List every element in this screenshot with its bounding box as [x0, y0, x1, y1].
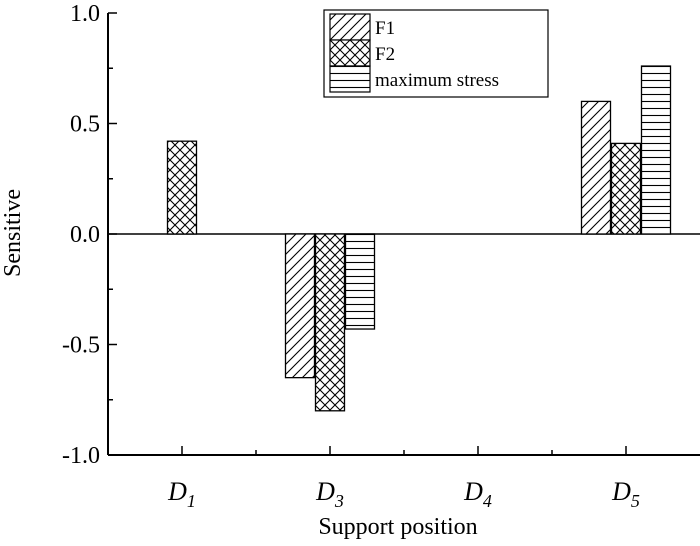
- x-axis-title: Support position: [318, 514, 477, 540]
- bar-f2: [166, 140, 198, 235]
- bar-f1: [284, 233, 316, 379]
- bar-maximum-stress: [640, 65, 672, 235]
- legend-label: F2: [375, 44, 395, 65]
- legend-label: maximum stress: [375, 70, 499, 91]
- legend-swatch: [329, 65, 371, 93]
- y-tick-label: -0.5: [62, 333, 100, 359]
- y-tick-label: 0.0: [70, 222, 100, 248]
- y-tick-label: 0.5: [70, 112, 100, 138]
- y-tick-label: 1.0: [70, 1, 100, 27]
- x-axis: D1 D3 D4 D5: [167, 446, 640, 511]
- x-tick-label: D5: [611, 477, 640, 511]
- bar-f2: [610, 142, 642, 235]
- x-tick-label: D3: [315, 477, 344, 511]
- bars: [166, 65, 672, 412]
- y-axis: 1.0 0.5 0.0 -0.5 -1.0: [62, 1, 117, 469]
- legend-swatch: [329, 39, 371, 67]
- bar-maximum-stress: [344, 233, 376, 330]
- bar-f2: [314, 233, 346, 412]
- y-tick-label: -1.0: [62, 443, 100, 469]
- legend-label: F1: [375, 18, 395, 39]
- x-tick-label: D1: [167, 477, 196, 511]
- x-tick-label: D4: [463, 477, 492, 511]
- bar-f1: [580, 100, 612, 235]
- y-axis-title: Sensitive: [0, 189, 26, 277]
- legend: F1 F2 maximum stress: [323, 9, 549, 98]
- legend-swatch: [329, 13, 371, 41]
